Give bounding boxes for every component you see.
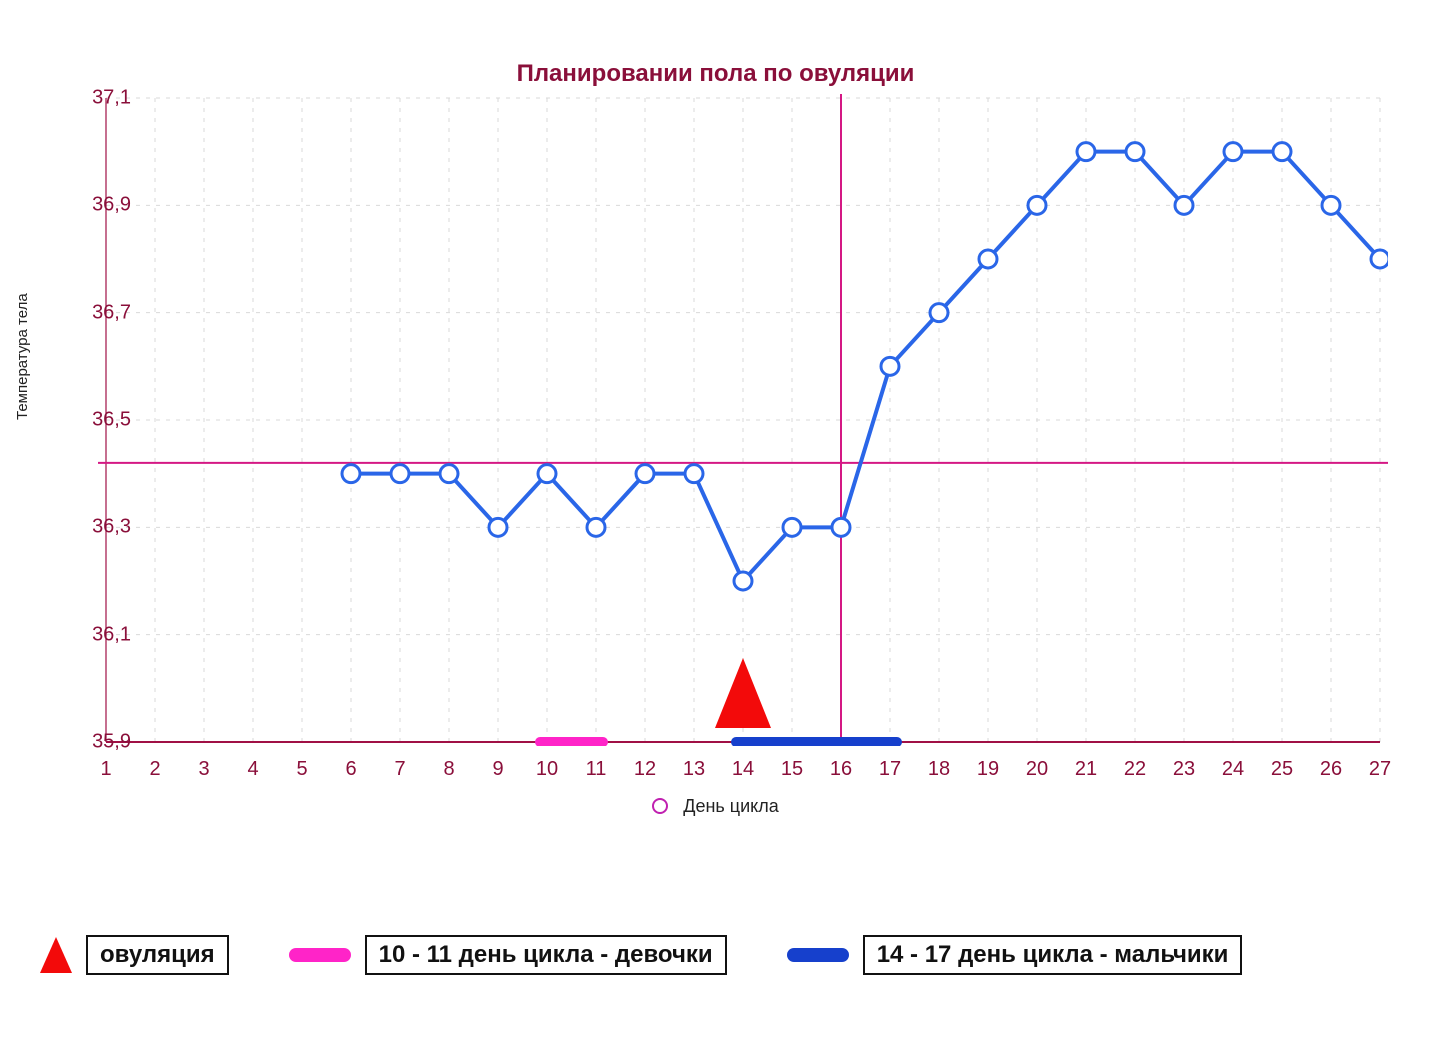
x-tick-label: 13 bbox=[683, 758, 705, 781]
x-tick-label: 5 bbox=[296, 758, 307, 781]
legend-girls-label: 10 - 11 день цикла - девочки bbox=[365, 935, 727, 975]
legend-boys-label: 14 - 17 день цикла - мальчики bbox=[863, 935, 1243, 975]
x-tick-label: 18 bbox=[928, 758, 950, 781]
legend: овуляция 10 - 11 день цикла - девочки 14… bbox=[40, 935, 1400, 975]
x-tick-label: 9 bbox=[492, 758, 503, 781]
x-axis-label-wrap: День цикла bbox=[0, 796, 1431, 817]
y-tick-label: 35,9 bbox=[71, 731, 131, 754]
x-axis-marker-icon bbox=[652, 798, 668, 814]
y-tick-label: 36,3 bbox=[71, 516, 131, 539]
x-tick-label: 14 bbox=[732, 758, 754, 781]
y-tick-label: 36,7 bbox=[71, 301, 131, 324]
legend-ovulation-label: овуляция bbox=[86, 935, 229, 975]
pill-icon-girls bbox=[289, 948, 351, 962]
x-tick-label: 21 bbox=[1075, 758, 1097, 781]
x-tick-label: 3 bbox=[198, 758, 209, 781]
pill-icon-boys bbox=[787, 948, 849, 962]
x-axis-label: День цикла bbox=[683, 796, 778, 816]
y-tick-label: 36,1 bbox=[71, 623, 131, 646]
x-tick-label: 26 bbox=[1320, 758, 1342, 781]
chart-title: Планировании пола по овуляции bbox=[0, 60, 1431, 88]
x-tick-label: 25 bbox=[1271, 758, 1293, 781]
x-tick-label: 19 bbox=[977, 758, 999, 781]
x-tick-label: 16 bbox=[830, 758, 852, 781]
x-tick-label: 12 bbox=[634, 758, 656, 781]
y-tick-label: 36,5 bbox=[71, 409, 131, 432]
y-tick-label: 37,1 bbox=[71, 87, 131, 110]
triangle-icon bbox=[40, 937, 72, 973]
y-tick-label: 36,9 bbox=[71, 194, 131, 217]
x-tick-label: 27 bbox=[1369, 758, 1391, 781]
x-tick-label: 20 bbox=[1026, 758, 1048, 781]
x-tick-label: 2 bbox=[149, 758, 160, 781]
legend-boys: 14 - 17 день цикла - мальчики bbox=[787, 935, 1243, 975]
legend-ovulation: овуляция bbox=[40, 935, 229, 975]
x-tick-label: 24 bbox=[1222, 758, 1244, 781]
x-tick-label: 7 bbox=[394, 758, 405, 781]
x-tick-label: 15 bbox=[781, 758, 803, 781]
x-tick-label: 17 bbox=[879, 758, 901, 781]
y-axis-label: Температура тела bbox=[14, 293, 31, 420]
legend-girls: 10 - 11 день цикла - девочки bbox=[289, 935, 727, 975]
x-tick-label: 4 bbox=[247, 758, 258, 781]
x-tick-label: 8 bbox=[443, 758, 454, 781]
chart-page: Планировании пола по овуляции Температур… bbox=[0, 0, 1431, 1047]
x-tick-label: 10 bbox=[536, 758, 558, 781]
x-tick-label: 1 bbox=[100, 758, 111, 781]
plot-area bbox=[98, 94, 1388, 746]
x-tick-label: 11 bbox=[586, 758, 607, 781]
x-tick-label: 22 bbox=[1124, 758, 1146, 781]
x-tick-label: 23 bbox=[1173, 758, 1195, 781]
x-tick-label: 6 bbox=[345, 758, 356, 781]
